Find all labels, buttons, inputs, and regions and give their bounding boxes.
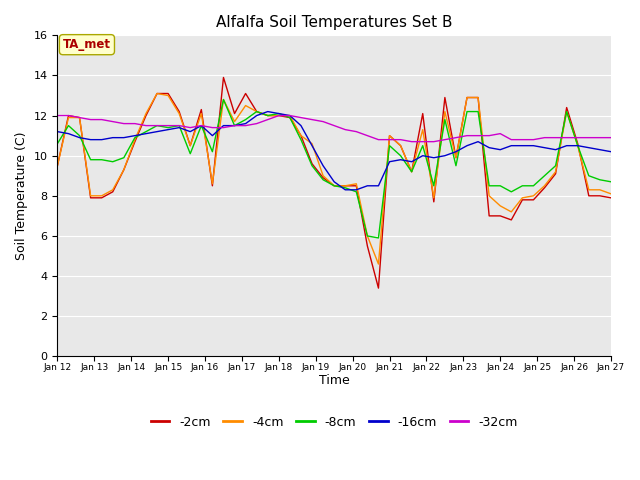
-8cm <box>242 117 250 122</box>
Line: -4cm: -4cm <box>58 94 611 264</box>
-32cm <box>607 135 615 141</box>
-16cm <box>441 153 449 158</box>
-4cm <box>607 191 615 197</box>
-4cm <box>242 103 250 108</box>
-4cm <box>441 108 449 114</box>
-16cm <box>474 139 482 144</box>
-4cm <box>474 95 482 100</box>
-4cm <box>230 119 238 124</box>
-8cm <box>474 108 482 114</box>
-2cm <box>175 108 183 114</box>
-8cm <box>441 117 449 122</box>
-32cm <box>175 123 183 129</box>
-2cm <box>441 95 449 100</box>
-32cm <box>408 139 415 144</box>
-8cm <box>374 235 382 241</box>
-8cm <box>54 141 61 146</box>
-16cm <box>220 123 227 129</box>
-2cm <box>596 193 604 199</box>
Text: TA_met: TA_met <box>63 38 111 51</box>
-16cm <box>230 123 238 129</box>
-32cm <box>230 123 238 129</box>
-8cm <box>607 179 615 185</box>
-32cm <box>54 113 61 119</box>
-2cm <box>230 111 238 117</box>
-32cm <box>430 139 438 144</box>
-8cm <box>230 123 238 129</box>
-32cm <box>220 125 227 131</box>
-16cm <box>341 187 349 192</box>
X-axis label: Time: Time <box>319 374 349 387</box>
Title: Alfalfa Soil Temperatures Set B: Alfalfa Soil Temperatures Set B <box>216 15 452 30</box>
Line: -16cm: -16cm <box>58 111 611 190</box>
Line: -8cm: -8cm <box>58 99 611 238</box>
-4cm <box>153 91 161 96</box>
-8cm <box>175 123 183 129</box>
-8cm <box>220 96 227 102</box>
Y-axis label: Soil Temperature (C): Soil Temperature (C) <box>15 132 28 260</box>
Line: -2cm: -2cm <box>58 77 611 288</box>
-2cm <box>220 74 227 80</box>
-4cm <box>54 163 61 168</box>
-4cm <box>596 187 604 192</box>
-16cm <box>264 108 271 114</box>
-4cm <box>374 261 382 267</box>
-32cm <box>596 135 604 141</box>
Legend: -2cm, -4cm, -8cm, -16cm, -32cm: -2cm, -4cm, -8cm, -16cm, -32cm <box>146 411 523 434</box>
-8cm <box>596 177 604 183</box>
-16cm <box>607 149 615 155</box>
-2cm <box>54 163 61 168</box>
-16cm <box>54 129 61 134</box>
-16cm <box>175 125 183 131</box>
-2cm <box>474 95 482 100</box>
-4cm <box>186 143 194 148</box>
-16cm <box>596 147 604 153</box>
-2cm <box>374 285 382 291</box>
-2cm <box>242 91 250 96</box>
-32cm <box>463 133 471 139</box>
Line: -32cm: -32cm <box>58 116 611 142</box>
-2cm <box>607 195 615 201</box>
